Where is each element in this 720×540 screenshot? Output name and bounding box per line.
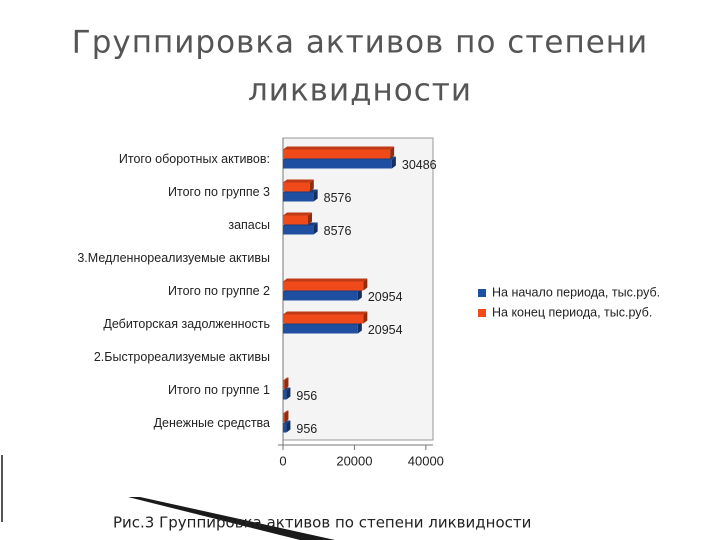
bar bbox=[283, 159, 392, 169]
bar-side bbox=[284, 410, 289, 423]
y-tick-label: 3.Медленнореализуемые активы bbox=[77, 251, 270, 265]
bar bbox=[283, 390, 287, 400]
bar bbox=[283, 380, 285, 390]
bar-side bbox=[357, 321, 362, 334]
bar-side bbox=[390, 146, 395, 159]
bar-top bbox=[283, 278, 368, 282]
bar bbox=[283, 413, 285, 423]
bar bbox=[283, 215, 308, 225]
slide-title: Группировка активов по степени bbox=[72, 25, 648, 61]
bar-top bbox=[283, 311, 368, 315]
legend-swatch bbox=[478, 289, 486, 297]
y-tick-label: Итого оборотных активов: bbox=[119, 152, 270, 166]
bar-top bbox=[283, 146, 395, 150]
data-label: 20954 bbox=[368, 323, 403, 337]
x-tick-label: 0 bbox=[279, 453, 286, 468]
x-tick-label: 40000 bbox=[408, 453, 444, 468]
bar-top bbox=[283, 387, 291, 391]
x-tick-label: 20000 bbox=[336, 453, 372, 468]
bar bbox=[283, 182, 310, 192]
slide-title: ликвидности bbox=[248, 73, 472, 109]
bar-side bbox=[363, 311, 368, 324]
bar-side bbox=[284, 377, 289, 390]
bar bbox=[283, 225, 314, 235]
bar-side bbox=[313, 222, 318, 235]
bar-side bbox=[363, 278, 368, 291]
bar bbox=[283, 324, 358, 334]
bar bbox=[283, 291, 358, 301]
bar-side bbox=[357, 288, 362, 301]
y-tick-label: Итого по группе 1 bbox=[168, 383, 270, 397]
bar bbox=[283, 423, 287, 433]
data-label: 8576 bbox=[324, 191, 352, 205]
y-tick-label: 2.Быстрореализуемые активы bbox=[94, 350, 270, 364]
y-tick-label: Итого по группе 3 bbox=[168, 185, 270, 199]
bar-top bbox=[283, 377, 289, 381]
bar-side bbox=[286, 420, 291, 433]
bar-top bbox=[283, 179, 314, 183]
y-tick-label: Денежные средства bbox=[154, 416, 270, 430]
bar-side bbox=[308, 212, 312, 225]
data-label: 30486 bbox=[402, 158, 437, 172]
bar-top bbox=[283, 410, 289, 414]
bar bbox=[283, 149, 391, 159]
caption: Рис.3 Группировка активов по степени лик… bbox=[113, 514, 531, 532]
data-label: 956 bbox=[296, 389, 317, 403]
y-tick-label: Итого по группе 2 bbox=[168, 284, 270, 298]
legend-swatch bbox=[478, 309, 486, 317]
decoration bbox=[128, 497, 335, 540]
bar bbox=[283, 192, 314, 202]
data-label: 20954 bbox=[368, 290, 403, 304]
bar-top bbox=[283, 420, 291, 424]
bar-side bbox=[391, 156, 396, 169]
bar-side bbox=[286, 387, 291, 400]
y-tick-label: запасы bbox=[228, 218, 270, 232]
data-label: 956 bbox=[296, 422, 317, 436]
y-tick-label: Дебиторская задолженность bbox=[103, 317, 270, 331]
bar-side bbox=[313, 189, 318, 202]
bar bbox=[283, 314, 364, 324]
bar-side bbox=[309, 179, 314, 192]
legend-label: На начало периода, тыс.руб. bbox=[492, 285, 660, 299]
bar bbox=[283, 281, 364, 291]
legend-label: На конец периода, тыс.руб. bbox=[492, 305, 652, 319]
data-label: 8576 bbox=[324, 224, 352, 238]
bar-top bbox=[283, 212, 312, 216]
